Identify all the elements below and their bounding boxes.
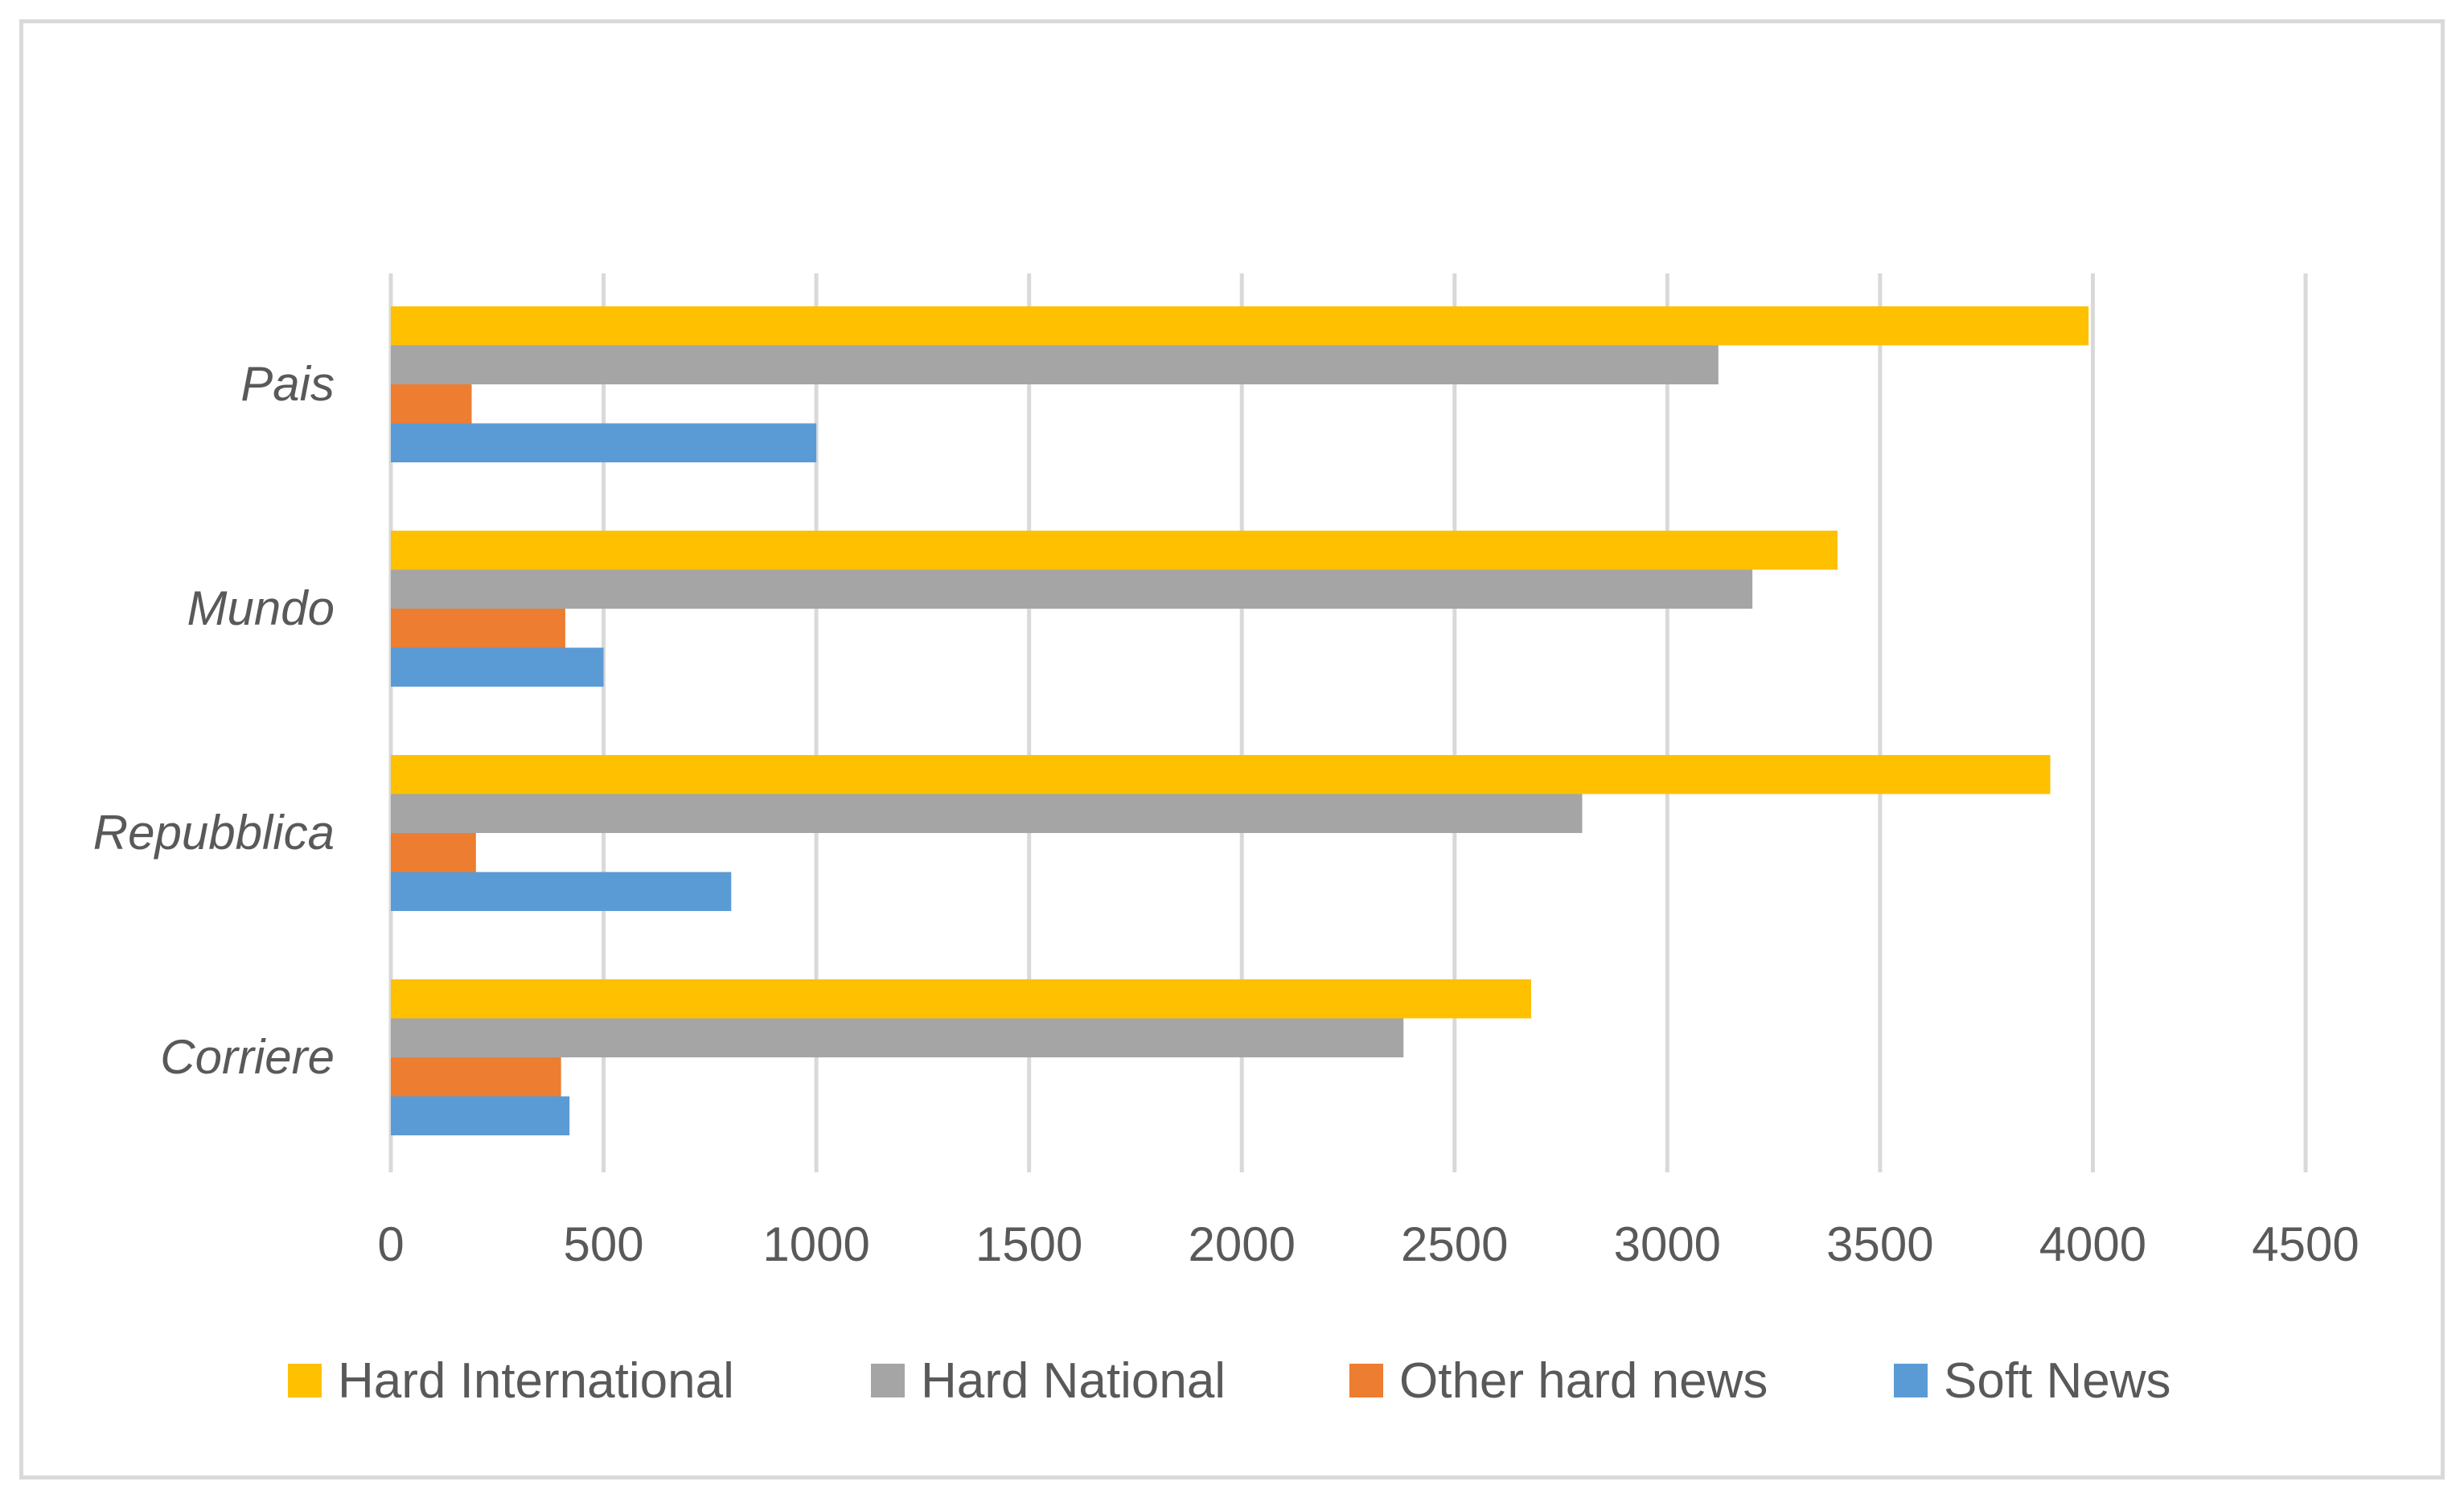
chart-frame — [19, 19, 2445, 1479]
x-tick-label: 2000 — [1188, 1217, 1295, 1271]
legend: Hard International Hard National Other har… — [288, 1353, 2171, 1409]
x-tick-label: 1000 — [762, 1217, 869, 1271]
bar-mundo-soft-news — [391, 647, 604, 687]
bar-pais-hard-national — [391, 345, 1719, 384]
legend-label-other-hard-news: Other hard news — [1399, 1353, 1768, 1409]
legend-swatch-hard-national — [871, 1364, 905, 1397]
category-label-mundo: Mundo — [187, 581, 335, 635]
category-labels: Pais Mundo Repubblica Corriere — [93, 357, 335, 1084]
legend-label-hard-international: Hard International — [338, 1353, 734, 1409]
x-tick-label: 0 — [377, 1217, 404, 1271]
x-tick-label: 2500 — [1401, 1217, 1508, 1271]
legend-swatch-other-hard-news — [1349, 1364, 1383, 1397]
bar-pais-soft-news — [391, 423, 817, 462]
bar-repubblica-hard-national — [391, 794, 1583, 833]
bars — [391, 306, 2089, 1135]
category-label-corriere: Corriere — [160, 1030, 335, 1084]
bar-mundo-hard-national — [391, 569, 1753, 609]
bar-corriere-hard-national — [391, 1018, 1404, 1057]
bar-corriere-other-hard-news — [391, 1057, 561, 1097]
bar-repubblica-hard-international — [391, 755, 2051, 794]
x-tick-label: 3000 — [1614, 1217, 1721, 1271]
bar-repubblica-other-hard-news — [391, 833, 476, 872]
legend-swatch-soft-news — [1894, 1364, 1928, 1397]
x-tick-label: 4000 — [2039, 1217, 2146, 1271]
legend-label-soft-news: Soft News — [1944, 1353, 2171, 1409]
x-tick-label: 500 — [564, 1217, 644, 1271]
bar-pais-hard-international — [391, 306, 2089, 346]
legend-label-hard-national: Hard National — [921, 1353, 1226, 1409]
bar-corriere-hard-international — [391, 979, 1532, 1019]
category-label-repubblica: Repubblica — [93, 806, 335, 860]
x-tick-labels: 0 500 1000 1500 2000 2500 3000 3500 4000 4500 — [377, 1217, 2359, 1271]
category-label-pais: Pais — [240, 357, 335, 411]
x-tick-label: 1500 — [975, 1217, 1082, 1271]
x-tick-label: 3500 — [1826, 1217, 1933, 1271]
bar-repubblica-soft-news — [391, 872, 732, 911]
x-tick-label: 4500 — [2252, 1217, 2359, 1271]
bar-mundo-hard-international — [391, 531, 1838, 570]
bar-corriere-soft-news — [391, 1096, 570, 1135]
bar-mundo-other-hard-news — [391, 609, 565, 648]
bar-pais-other-hard-news — [391, 384, 472, 424]
legend-swatch-hard-international — [288, 1364, 322, 1397]
